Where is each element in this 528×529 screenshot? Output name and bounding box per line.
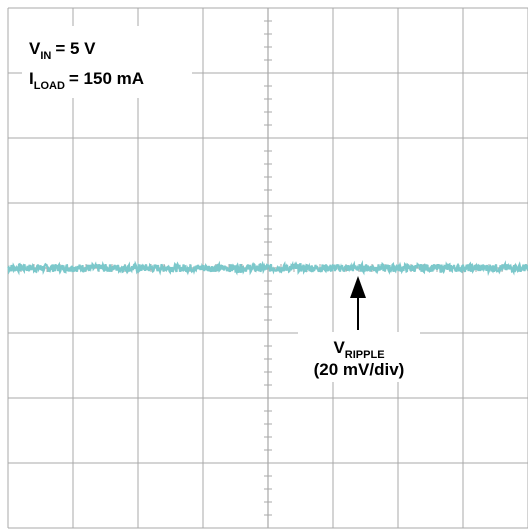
grid-dot: [501, 72, 503, 74]
grid-dot: [410, 72, 412, 74]
grid-dot: [150, 397, 152, 399]
annotation-arrow-head: [350, 276, 366, 298]
grid-dot: [228, 72, 230, 74]
grid-dot: [254, 397, 256, 399]
grid-dot: [423, 397, 425, 399]
grid-dot: [20, 397, 22, 399]
grid-dot: [33, 397, 35, 399]
grid-dot: [345, 397, 347, 399]
grid-dot: [241, 72, 243, 74]
grid-dot: [20, 72, 22, 74]
grid-dot: [85, 397, 87, 399]
grid-dot: [306, 72, 308, 74]
grid-dot: [488, 72, 490, 74]
grid-dot: [514, 72, 516, 74]
grid-dot: [111, 397, 113, 399]
grid-dot: [176, 397, 178, 399]
grid-dot: [488, 397, 490, 399]
grid-dot: [163, 397, 165, 399]
grid-dot: [319, 397, 321, 399]
grid-dot: [514, 397, 516, 399]
grid-dot: [98, 397, 100, 399]
grid-dot: [371, 72, 373, 74]
grid-dot: [345, 72, 347, 74]
grid-dot: [384, 72, 386, 74]
grid-dot: [449, 397, 451, 399]
test-conditions-box: VIN = 5 V ILOAD = 150 mA: [22, 26, 192, 98]
grid-dot: [254, 72, 256, 74]
grid-dot: [436, 397, 438, 399]
grid-dot: [423, 72, 425, 74]
grid-dot: [215, 397, 217, 399]
grid-dot: [293, 397, 295, 399]
grid-dot: [124, 397, 126, 399]
ripple-annotation: VRIPPLE (20 mV/div): [298, 276, 420, 382]
grid-dot: [475, 72, 477, 74]
grid-dot: [280, 72, 282, 74]
grid-dot: [319, 72, 321, 74]
grid-dot: [371, 397, 373, 399]
grid-dot: [501, 397, 503, 399]
conditions-background: [22, 26, 192, 98]
grid-dot: [358, 72, 360, 74]
grid-dot: [436, 72, 438, 74]
grid-dot: [215, 72, 217, 74]
grid-dot: [306, 397, 308, 399]
ripple-trace: [7, 259, 528, 277]
grid-dot: [358, 397, 360, 399]
annotation-background: [298, 332, 420, 382]
grid-dot: [449, 72, 451, 74]
grid-dot: [475, 397, 477, 399]
grid-dot: [241, 397, 243, 399]
grid-dot: [46, 397, 48, 399]
ripple-waveform: [7, 259, 528, 277]
grid-dot: [228, 397, 230, 399]
grid-dot: [59, 397, 61, 399]
vin-label: VIN = 5 V: [29, 39, 96, 62]
grid-dot: [410, 397, 412, 399]
ripple-label: VRIPPLE: [333, 338, 384, 361]
grid-dot: [189, 397, 191, 399]
grid-dot: [280, 397, 282, 399]
grid-dot: [384, 397, 386, 399]
grid-dot: [293, 72, 295, 74]
iload-label: ILOAD = 150 mA: [29, 69, 144, 92]
scale-label: (20 mV/div): [314, 360, 405, 379]
